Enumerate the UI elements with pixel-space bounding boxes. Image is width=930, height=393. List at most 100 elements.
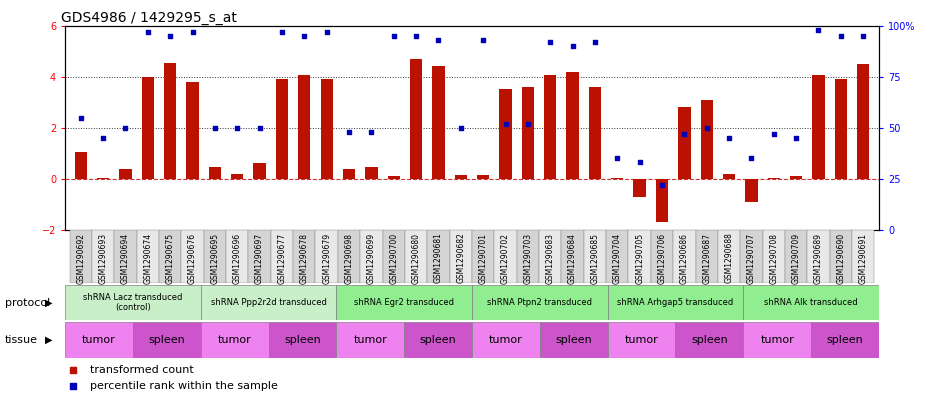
Text: GSM1290704: GSM1290704 xyxy=(613,233,622,284)
Bar xyxy=(830,230,852,283)
Text: GSM1290689: GSM1290689 xyxy=(814,233,823,284)
Bar xyxy=(675,322,743,358)
Bar xyxy=(133,322,201,358)
Bar xyxy=(405,322,472,358)
Bar xyxy=(204,230,226,283)
Bar xyxy=(231,174,244,179)
Text: tumor: tumor xyxy=(489,335,523,345)
Text: GSM1290698: GSM1290698 xyxy=(344,233,353,284)
Bar xyxy=(455,175,467,179)
Text: spleen: spleen xyxy=(149,335,185,345)
Bar xyxy=(763,230,785,283)
Text: spleen: spleen xyxy=(284,335,321,345)
Bar xyxy=(852,230,874,283)
Bar xyxy=(562,230,584,283)
Bar xyxy=(472,285,607,320)
Bar xyxy=(544,75,556,179)
Point xyxy=(856,33,870,39)
Text: spleen: spleen xyxy=(827,335,863,345)
Text: GSM1290688: GSM1290688 xyxy=(724,233,734,283)
Bar xyxy=(584,230,606,283)
Bar xyxy=(186,82,199,179)
Bar xyxy=(857,64,870,179)
Point xyxy=(476,37,491,43)
Point xyxy=(319,29,334,35)
Text: spleen: spleen xyxy=(691,335,727,345)
Bar xyxy=(293,230,315,283)
Bar xyxy=(65,322,133,358)
Bar xyxy=(405,230,427,283)
Text: GSM1290683: GSM1290683 xyxy=(546,233,554,284)
Bar xyxy=(271,230,293,283)
Bar xyxy=(159,230,181,283)
Text: GSM1290687: GSM1290687 xyxy=(702,233,711,284)
Bar xyxy=(181,230,204,283)
Text: transformed count: transformed count xyxy=(89,365,193,375)
Bar xyxy=(137,230,159,283)
Point xyxy=(274,29,289,35)
Point xyxy=(364,129,379,135)
Point xyxy=(341,129,356,135)
Bar xyxy=(522,87,534,179)
Bar xyxy=(114,230,137,283)
Text: GSM1290695: GSM1290695 xyxy=(210,233,219,284)
Bar xyxy=(315,230,338,283)
Point xyxy=(386,33,401,39)
Point xyxy=(408,33,423,39)
Bar xyxy=(566,72,578,179)
Bar xyxy=(119,169,132,179)
Bar xyxy=(743,322,811,358)
Point xyxy=(66,383,81,389)
Point xyxy=(207,125,222,131)
Point xyxy=(677,131,692,137)
Bar xyxy=(201,322,269,358)
Bar xyxy=(254,163,266,179)
Bar xyxy=(495,230,517,283)
Bar xyxy=(201,285,337,320)
Bar xyxy=(835,79,847,179)
Point xyxy=(655,182,670,188)
Bar xyxy=(678,107,690,179)
Bar xyxy=(65,285,201,320)
Text: GDS4986 / 1429295_s_at: GDS4986 / 1429295_s_at xyxy=(61,11,237,24)
Bar xyxy=(343,169,355,179)
Bar xyxy=(790,176,803,179)
Bar xyxy=(807,230,830,283)
Bar xyxy=(164,62,177,179)
Bar xyxy=(70,230,92,283)
Bar xyxy=(673,230,696,283)
Text: GSM1290708: GSM1290708 xyxy=(769,233,778,284)
Text: GSM1290682: GSM1290682 xyxy=(457,233,465,283)
Bar xyxy=(651,230,673,283)
Bar xyxy=(97,178,109,179)
Point xyxy=(498,121,513,127)
Text: GSM1290705: GSM1290705 xyxy=(635,233,644,284)
Bar xyxy=(365,167,378,179)
Text: shRNA Alk transduced: shRNA Alk transduced xyxy=(764,298,857,307)
Point xyxy=(185,29,200,35)
Point xyxy=(96,135,111,141)
Text: shRNA Egr2 transduced: shRNA Egr2 transduced xyxy=(354,298,454,307)
Text: percentile rank within the sample: percentile rank within the sample xyxy=(89,381,277,391)
Bar xyxy=(740,230,763,283)
Point xyxy=(73,114,88,121)
Bar xyxy=(276,79,288,179)
Bar xyxy=(539,322,607,358)
Bar xyxy=(338,230,360,283)
Bar xyxy=(226,230,248,283)
Point xyxy=(610,155,625,162)
Bar xyxy=(432,66,445,179)
Text: GSM1290690: GSM1290690 xyxy=(836,233,845,284)
Bar xyxy=(410,59,422,179)
Point xyxy=(431,37,445,43)
Bar xyxy=(472,230,495,283)
Text: GSM1290674: GSM1290674 xyxy=(143,233,153,284)
Point xyxy=(297,33,312,39)
Point xyxy=(453,125,468,131)
Text: GSM1290686: GSM1290686 xyxy=(680,233,689,284)
Text: GSM1290709: GSM1290709 xyxy=(791,233,801,284)
Text: tumor: tumor xyxy=(625,335,658,345)
Bar xyxy=(696,230,718,283)
Bar xyxy=(700,99,713,179)
Text: GSM1290692: GSM1290692 xyxy=(76,233,86,284)
